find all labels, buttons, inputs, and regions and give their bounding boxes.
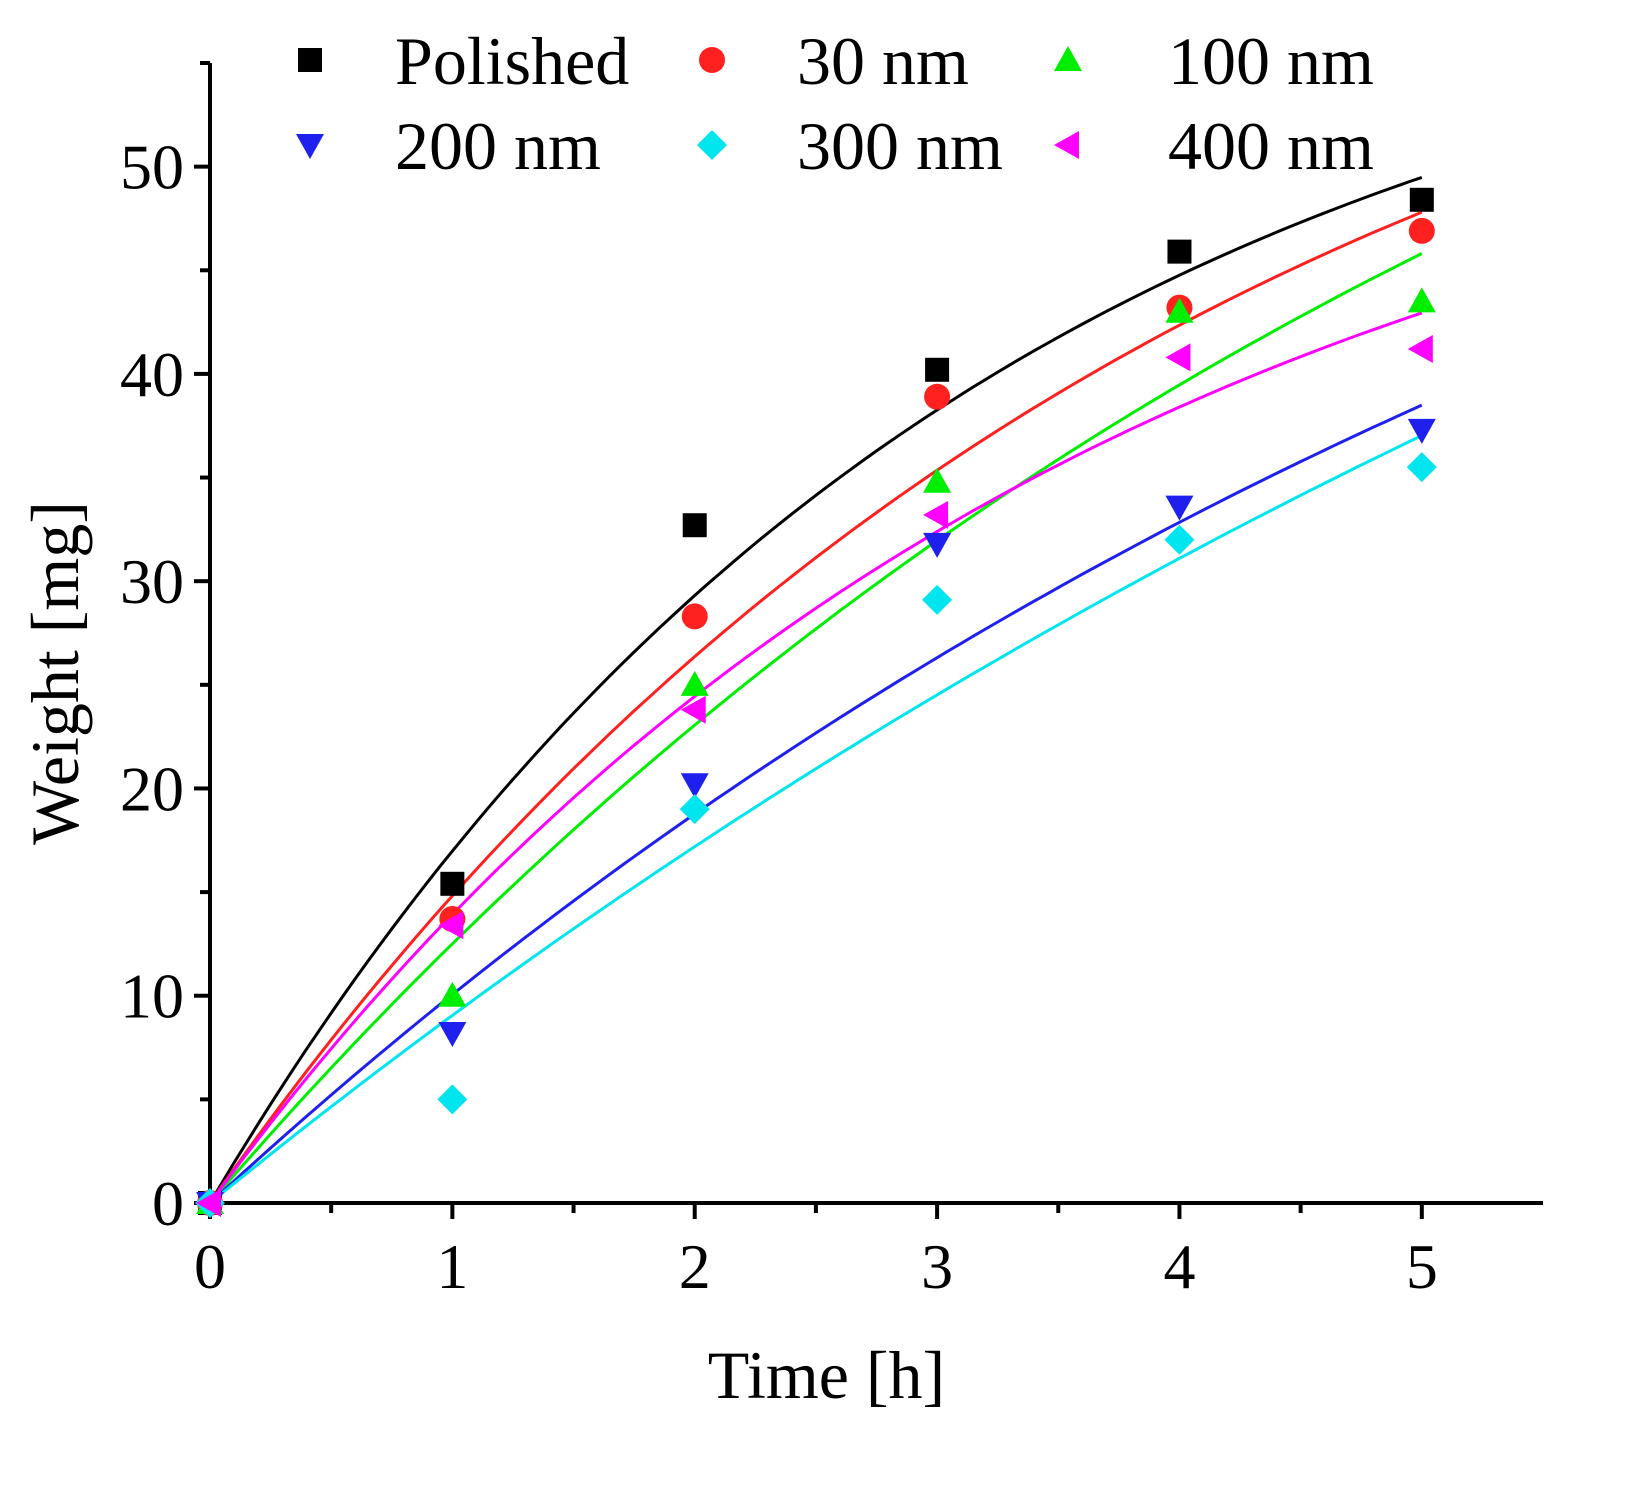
y-axis-title: Weight [mg] [17,501,93,845]
data-point-300-nm [437,1084,468,1115]
legend-marker [1054,46,1082,71]
data-point-polished [1167,239,1192,264]
data-points [195,187,1437,1218]
data-point-400-nm [680,695,706,724]
data-point-100-nm [923,467,952,493]
data-point-300-nm [1406,452,1437,483]
data-point-400-nm [1165,343,1191,372]
fit-curve-30-nm [208,210,1423,1204]
data-point-200-nm [438,1022,467,1048]
fit-curve-200-nm [208,403,1423,1205]
data-point-400-nm [1407,335,1433,364]
legend-marker [1054,131,1079,159]
data-point-100-nm [1165,297,1194,323]
y-tick-label: 0 [152,1168,184,1239]
x-tick-label: 2 [679,1231,711,1302]
legend-marker [697,130,727,160]
data-point-400-nm [196,1189,221,1217]
data-point-polished [440,871,465,896]
data-point-400-nm [438,911,464,940]
legend-label: Polished [395,23,629,99]
legend-label: 300 nm [797,108,1003,184]
y-tick-label: 50 [120,132,184,203]
legend-label: 30 nm [797,23,969,99]
data-point-100-nm [680,670,709,696]
data-point-100-nm [438,981,467,1007]
x-tick-label: 1 [436,1231,468,1302]
x-tick-label: 4 [1163,1231,1195,1302]
legend-marker [298,48,322,72]
data-point-100-nm [1407,287,1436,313]
y-tick-label: 10 [120,961,184,1032]
fit-curves [208,175,1423,1205]
x-tick-label: 0 [194,1231,226,1302]
data-point-200-nm [1407,418,1436,444]
data-point-200-nm [680,773,709,799]
data-point-polished [1409,187,1434,212]
y-tick-label: 40 [120,339,184,410]
x-tick-label: 3 [921,1231,953,1302]
data-point-300-nm [1164,524,1195,555]
fit-curve-100-nm [208,252,1423,1204]
data-point-200-nm [923,532,952,558]
fit-curve-polished [208,175,1423,1204]
data-point-polished [925,357,950,382]
legend-marker [699,47,725,73]
fit-curve-400-nm [208,311,1423,1204]
data-point-300-nm [922,584,953,615]
legend-label: 100 nm [1168,23,1374,99]
data-point-400-nm [923,500,949,529]
legend-marker [296,134,324,159]
data-point-polished [682,513,707,538]
legend-label: 200 nm [395,108,601,184]
data-point-30-nm [924,383,951,410]
legend-label: 400 nm [1168,108,1374,184]
axes [208,63,1543,1205]
x-axis-title: Time [h] [708,1337,945,1413]
y-tick-label: 30 [120,546,184,617]
legend: Polished 30 nm 100 nm 200 nm 300 nm 400 nm [296,23,1374,184]
data-point-300-nm [679,794,710,825]
y-tick-label: 20 [120,753,184,824]
data-point-200-nm [1165,495,1194,521]
x-tick-label: 5 [1406,1231,1438,1302]
fit-curve-300-nm [209,434,1423,1205]
data-point-30-nm [681,603,708,630]
data-point-30-nm [1408,217,1435,244]
